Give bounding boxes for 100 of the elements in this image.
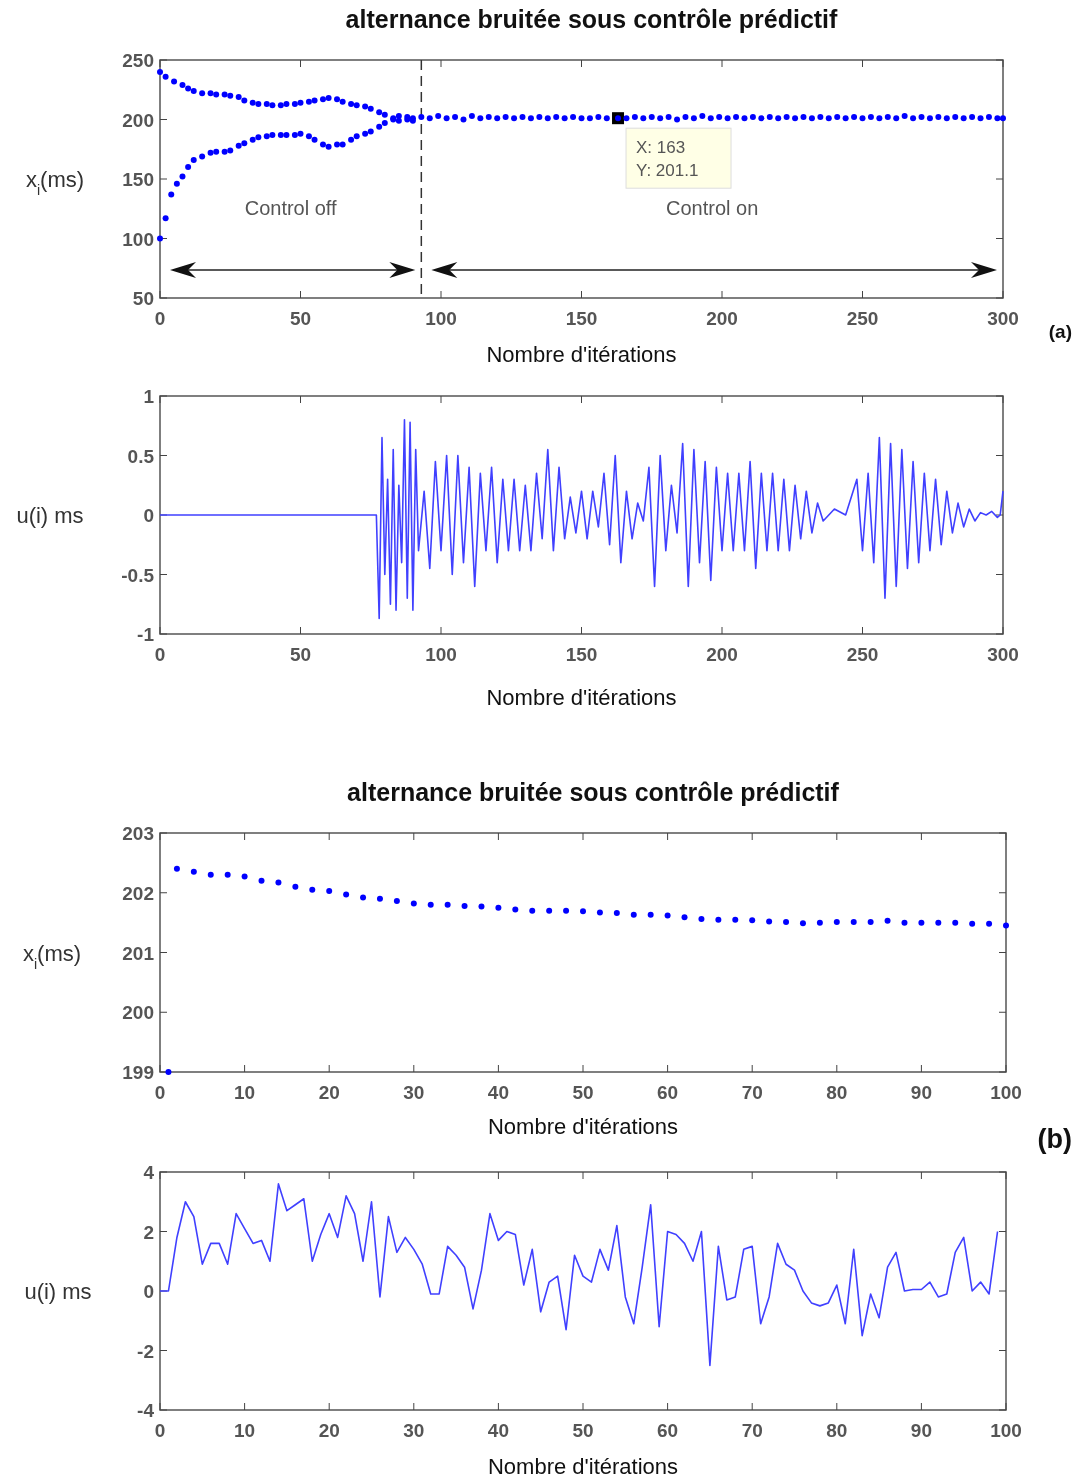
point bbox=[596, 909, 603, 916]
point bbox=[185, 85, 192, 92]
x-tick-label: 60 bbox=[657, 1082, 679, 1103]
x-tick-label: 70 bbox=[741, 1420, 763, 1441]
x-tick-label: 100 bbox=[990, 1082, 1022, 1103]
line-series bbox=[159, 1183, 999, 1367]
y-tick-label: 2 bbox=[143, 1221, 154, 1243]
x-tick-label: 90 bbox=[910, 1420, 932, 1441]
point bbox=[185, 164, 192, 171]
y-tick-label: 199 bbox=[122, 1062, 154, 1083]
y-axis-title: x$_{i}$(ms) bbox=[25, 167, 85, 198]
x-tick-label: 50 bbox=[289, 644, 312, 665]
point bbox=[291, 101, 298, 108]
point bbox=[884, 917, 891, 924]
point bbox=[766, 918, 773, 925]
point bbox=[495, 904, 502, 911]
x-tick-label: 300 bbox=[987, 644, 1019, 665]
point bbox=[334, 96, 341, 103]
point bbox=[381, 111, 388, 118]
point bbox=[165, 1069, 172, 1075]
x-tick-label: 150 bbox=[565, 644, 598, 665]
point bbox=[277, 102, 284, 109]
point bbox=[1003, 922, 1009, 929]
x-axis-title: Nombre d'itérations bbox=[486, 342, 677, 367]
point bbox=[348, 136, 355, 143]
point bbox=[783, 919, 790, 926]
point bbox=[227, 147, 234, 154]
y-tick-label: 0 bbox=[143, 1281, 154, 1302]
point bbox=[263, 101, 270, 108]
point bbox=[952, 919, 959, 926]
chart-title: alternance bruitée sous contrôle prédictif bbox=[347, 778, 840, 806]
point bbox=[162, 73, 169, 80]
point bbox=[918, 919, 925, 926]
point bbox=[241, 873, 248, 880]
point bbox=[249, 136, 256, 143]
point bbox=[305, 133, 312, 140]
y-tick-label: 200 bbox=[122, 1002, 154, 1024]
x-tick-label: 100 bbox=[990, 1420, 1022, 1441]
point bbox=[311, 136, 318, 143]
x-tick-label: 200 bbox=[706, 308, 738, 329]
point bbox=[816, 919, 823, 926]
point bbox=[367, 105, 374, 112]
point bbox=[512, 906, 519, 913]
point bbox=[235, 142, 242, 149]
x-tick-label: 100 bbox=[425, 644, 457, 665]
x-tick-label: 10 bbox=[234, 1082, 256, 1103]
point bbox=[207, 871, 214, 878]
point bbox=[283, 101, 290, 108]
point bbox=[444, 901, 451, 908]
point bbox=[168, 191, 175, 198]
point bbox=[681, 914, 688, 921]
y-axis-title: x$_{i}$(ms) bbox=[22, 940, 82, 972]
y-tick-label: 0 bbox=[143, 505, 154, 526]
point bbox=[664, 912, 671, 919]
point bbox=[199, 90, 206, 97]
y-tick-label: 201 bbox=[122, 942, 155, 964]
point bbox=[353, 102, 360, 109]
y-tick-label: 0.5 bbox=[127, 445, 155, 467]
point bbox=[255, 101, 262, 108]
line-series bbox=[159, 419, 1004, 620]
point bbox=[529, 907, 536, 914]
point bbox=[157, 68, 163, 75]
annotation: Control off bbox=[244, 197, 338, 219]
point bbox=[376, 895, 383, 902]
point bbox=[325, 143, 332, 150]
point bbox=[376, 123, 383, 130]
point bbox=[179, 81, 186, 88]
x-tick-label: 250 bbox=[846, 644, 879, 665]
y-tick-label: -4 bbox=[137, 1400, 155, 1421]
point bbox=[207, 149, 214, 156]
point bbox=[227, 92, 234, 99]
point bbox=[190, 87, 197, 94]
point bbox=[546, 907, 553, 914]
x-tick-label: 80 bbox=[826, 1082, 848, 1103]
point bbox=[478, 903, 485, 910]
point bbox=[255, 134, 262, 141]
x-tick-label: 20 bbox=[318, 1082, 340, 1103]
point bbox=[199, 153, 206, 160]
annotation: Control on bbox=[666, 197, 759, 219]
point bbox=[297, 130, 304, 137]
annotation: X: 163 Y: 201.1 bbox=[636, 138, 699, 181]
point bbox=[207, 90, 214, 97]
point bbox=[986, 920, 993, 927]
point bbox=[867, 919, 874, 926]
x-tick-label: 50 bbox=[572, 1420, 594, 1441]
point bbox=[213, 148, 220, 155]
y-tick-label: 4 bbox=[143, 1162, 155, 1183]
x-tick-label: 20 bbox=[318, 1420, 340, 1441]
point bbox=[715, 916, 722, 923]
point bbox=[213, 91, 220, 98]
point bbox=[360, 894, 367, 901]
point bbox=[162, 215, 169, 222]
point bbox=[427, 901, 434, 908]
point bbox=[277, 131, 284, 138]
point bbox=[249, 99, 256, 106]
x-tick-label: 30 bbox=[403, 1420, 425, 1441]
point bbox=[326, 887, 333, 894]
y-tick-label: 150 bbox=[122, 169, 154, 190]
x-tick-label: 40 bbox=[487, 1082, 509, 1103]
y-axis-title: u(i) ms bbox=[24, 1279, 92, 1304]
